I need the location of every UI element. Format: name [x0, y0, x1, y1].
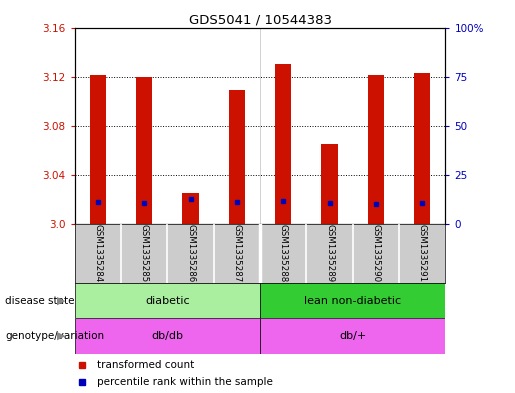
Bar [229, 90, 245, 224]
Bar [90, 75, 106, 224]
Bar [75, 318, 260, 354]
Text: GSM1335288: GSM1335288 [279, 224, 288, 283]
Text: GSM1335287: GSM1335287 [232, 224, 242, 283]
Bar [260, 283, 445, 318]
Bar [75, 283, 260, 318]
Text: lean non-diabetic: lean non-diabetic [304, 296, 401, 306]
Text: GSM1335291: GSM1335291 [418, 224, 427, 283]
Bar [260, 318, 445, 354]
Text: GSM1335289: GSM1335289 [325, 224, 334, 283]
Text: transformed count: transformed count [97, 360, 194, 370]
Bar [275, 64, 291, 224]
Text: GSM1335284: GSM1335284 [93, 224, 102, 283]
Text: percentile rank within the sample: percentile rank within the sample [97, 377, 273, 387]
Bar [368, 75, 384, 224]
Text: diabetic: diabetic [145, 296, 190, 306]
Text: genotype/variation: genotype/variation [5, 331, 104, 341]
Text: GSM1335285: GSM1335285 [140, 224, 149, 283]
Text: db/+: db/+ [339, 331, 366, 341]
Text: GSM1335290: GSM1335290 [371, 224, 381, 283]
Text: disease state: disease state [5, 296, 75, 306]
Bar [182, 193, 199, 224]
Text: ▶: ▶ [57, 331, 65, 341]
Text: db/db: db/db [151, 331, 183, 341]
Bar [414, 73, 431, 224]
Bar [321, 144, 338, 224]
Title: GDS5041 / 10544383: GDS5041 / 10544383 [188, 13, 332, 26]
Text: ▶: ▶ [57, 296, 65, 306]
Text: GSM1335286: GSM1335286 [186, 224, 195, 283]
Bar [136, 77, 152, 224]
